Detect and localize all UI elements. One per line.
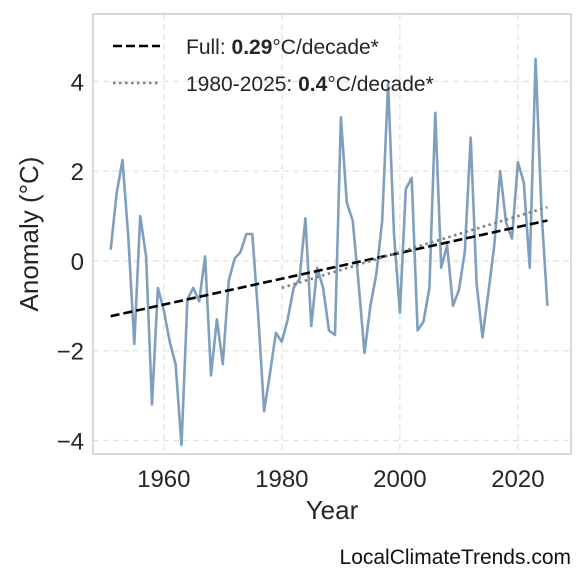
series-trend-recent xyxy=(281,205,548,290)
series-observed xyxy=(109,57,549,447)
y-axis-label: Anomaly (°C) xyxy=(14,157,44,312)
x-axis-label: Year xyxy=(306,495,359,525)
series-layer xyxy=(109,57,549,447)
x-tick-label: 1980 xyxy=(255,466,308,493)
legend: Full: 0.29°C/decade*1980-2025: 0.4°C/dec… xyxy=(113,36,434,96)
y-tick-label: 4 xyxy=(71,69,84,96)
y-tick-label: −4 xyxy=(57,429,84,456)
watermark: LocalClimateTrends.com xyxy=(339,546,571,569)
legend-entry: Full: 0.29°C/decade* xyxy=(186,36,379,59)
x-tick-label: 2000 xyxy=(373,466,426,493)
y-tick-label: 2 xyxy=(71,159,84,186)
legend-prefix: Full: xyxy=(186,36,232,59)
y-tick-label: −2 xyxy=(57,339,84,366)
x-tick-label: 1960 xyxy=(137,466,190,493)
x-tick-label: 2020 xyxy=(491,466,544,493)
series-trend-full xyxy=(110,219,548,318)
legend-value: 0.4 xyxy=(298,73,328,96)
legend-suffix: °C/decade* xyxy=(272,36,378,59)
legend-entry: 1980-2025: 0.4°C/decade* xyxy=(186,73,434,96)
tick-labels: 1960 1980 2000 2020 −4 −2 0 2 4 xyxy=(57,69,545,493)
grid xyxy=(93,14,571,454)
legend-suffix: °C/decade* xyxy=(327,73,433,96)
legend-value: 0.29 xyxy=(232,36,273,59)
plot-frame xyxy=(92,13,572,455)
y-tick-label: 0 xyxy=(71,249,84,276)
legend-prefix: 1980-2025: xyxy=(186,73,298,96)
